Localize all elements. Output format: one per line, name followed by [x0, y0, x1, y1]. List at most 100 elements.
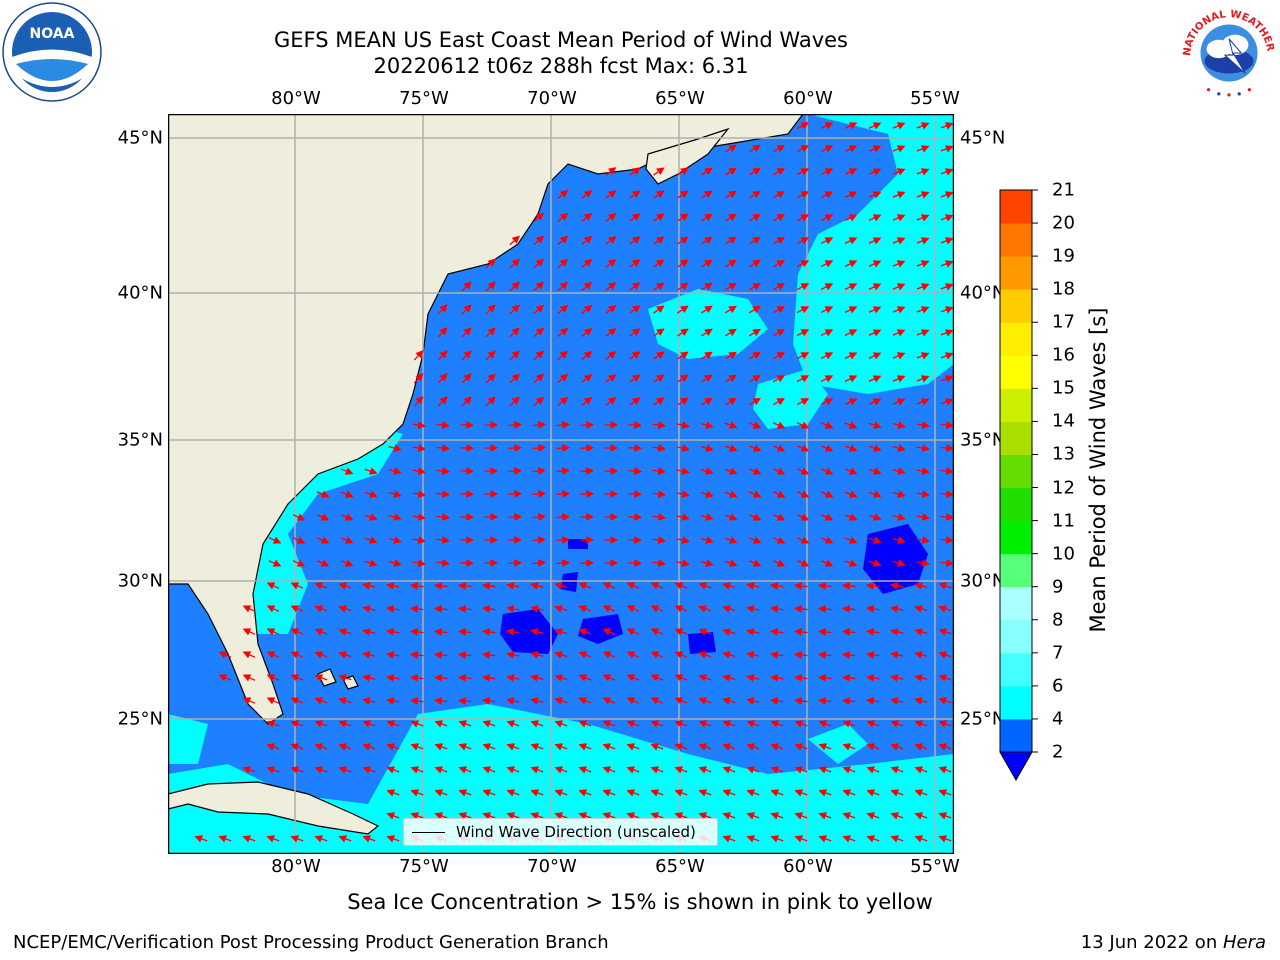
wind-wave-arrow: [409, 674, 424, 682]
lon-label-bottom-80: 80°W: [271, 856, 321, 877]
wind-wave-arrow: [916, 306, 930, 314]
wind-wave-arrow: [557, 281, 569, 292]
wind-wave-arrow: [916, 375, 930, 383]
wind-wave-arrow: [677, 167, 689, 176]
wind-wave-arrow: [461, 281, 472, 292]
wind-wave-arrow: [794, 720, 808, 728]
wind-wave-arrow: [509, 327, 520, 338]
wind-wave-arrow: [602, 582, 616, 590]
wind-wave-arrow: [580, 467, 595, 475]
wind-wave-arrow: [433, 628, 448, 636]
wind-wave-arrow: [772, 467, 786, 475]
wind-wave-arrow: [818, 812, 832, 820]
wind-wave-arrow: [820, 375, 834, 383]
wind-wave-arrow: [818, 835, 832, 843]
wind-wave-arrow: [557, 189, 569, 200]
lat-label-left-25: 25°N: [117, 708, 163, 730]
wind-wave-arrow: [410, 720, 424, 728]
wind-wave-arrow: [724, 536, 738, 544]
wind-wave-arrow: [338, 743, 352, 751]
wind-wave-arrow: [841, 582, 856, 590]
wind-wave-arrow: [578, 674, 592, 682]
wind-wave-arrow: [722, 651, 736, 659]
wind-wave-arrow: [677, 397, 689, 406]
wind-wave-arrow: [796, 122, 810, 130]
wind-wave-arrow: [292, 536, 306, 544]
wind-wave-arrow: [841, 697, 856, 705]
wind-wave-arrow: [386, 582, 400, 590]
wind-wave-arrow: [698, 651, 712, 659]
wind-wave-arrow: [650, 628, 664, 636]
wind-wave-arrow: [844, 237, 858, 245]
wind-wave-arrow: [530, 812, 544, 820]
wind-wave-arrow: [796, 490, 810, 498]
wind-wave-arrow: [677, 213, 689, 222]
wind-wave-arrow: [698, 766, 712, 774]
wind-wave-arrow: [482, 743, 496, 751]
wind-wave-arrow: [820, 191, 834, 199]
wind-wave-arrow: [506, 720, 520, 728]
wind-wave-arrow: [626, 605, 640, 613]
wind-wave-arrow: [841, 605, 856, 613]
wind-wave-arrow: [386, 651, 400, 659]
lat-label-right-30: 30°N: [960, 570, 1006, 592]
wind-wave-arrow: [916, 398, 930, 406]
wind-wave-arrow: [362, 582, 376, 590]
wind-wave-arrow: [556, 559, 571, 567]
map-legend: Wind Wave Direction (unscaled): [403, 818, 718, 846]
wind-wave-arrow: [769, 674, 784, 682]
wind-wave-arrow: [940, 283, 954, 291]
wind-wave-arrow: [772, 329, 786, 337]
wind-wave-arrow: [457, 651, 472, 659]
wind-wave-arrow: [580, 513, 595, 521]
wind-wave-arrow: [794, 766, 808, 774]
wind-wave-arrow: [386, 812, 400, 820]
wind-wave-arrow: [724, 513, 738, 521]
wind-wave-arrow: [724, 328, 737, 337]
wind-wave-arrow: [290, 674, 304, 682]
wind-wave-arrow: [772, 145, 786, 153]
wind-wave-arrow: [746, 835, 760, 843]
lon-label-bottom-60: 60°W: [783, 856, 833, 877]
colorbar-extend-triangle: [999, 751, 1033, 782]
wind-wave-arrow: [581, 189, 593, 199]
wind-wave-arrow: [410, 743, 424, 751]
wind-wave-arrow: [817, 651, 832, 659]
wind-wave-arrow: [290, 766, 304, 774]
wind-wave-arrow: [724, 190, 737, 199]
chart-title: GEFS MEAN US East Coast Mean Period of W…: [274, 28, 848, 52]
wind-wave-arrow: [412, 467, 426, 475]
wind-wave-arrow: [557, 373, 569, 384]
wind-wave-arrow: [700, 421, 714, 429]
wind-wave-arrow: [626, 628, 640, 636]
wind-wave-arrow: [314, 720, 328, 728]
wind-wave-arrow: [506, 766, 520, 774]
wind-wave-arrow: [557, 304, 569, 315]
wind-wave-arrow: [338, 651, 352, 659]
wind-wave-arrow: [508, 536, 523, 544]
wind-wave-arrow: [242, 835, 256, 843]
wind-wave-arrow: [796, 283, 810, 291]
wind-wave-arrow: [868, 352, 882, 360]
wind-wave-arrow: [817, 582, 832, 590]
wind-wave-arrow: [557, 396, 569, 407]
wind-wave-arrow: [722, 582, 736, 590]
wind-wave-arrow: [890, 743, 904, 751]
wind-wave-arrow: [532, 444, 547, 452]
wind-wave-arrow: [916, 237, 930, 245]
wind-wave-arrow: [676, 559, 690, 567]
wind-wave-arrow: [746, 766, 760, 774]
wind-wave-arrow: [724, 259, 737, 268]
wind-wave-arrow: [218, 651, 232, 659]
colorbar-tick-label: 13: [1052, 443, 1075, 465]
wind-wave-arrow: [437, 350, 448, 361]
wind-wave-arrow: [602, 720, 616, 728]
wind-wave-arrow: [868, 283, 882, 291]
wind-wave-arrow: [508, 490, 523, 498]
wind-wave-arrow: [532, 536, 547, 544]
wind-wave-arrow: [364, 559, 378, 567]
wind-wave-arrow: [868, 559, 882, 567]
wind-wave-arrow: [674, 674, 688, 682]
wind-wave-arrow: [793, 605, 808, 613]
wind-wave-arrow: [938, 651, 952, 659]
